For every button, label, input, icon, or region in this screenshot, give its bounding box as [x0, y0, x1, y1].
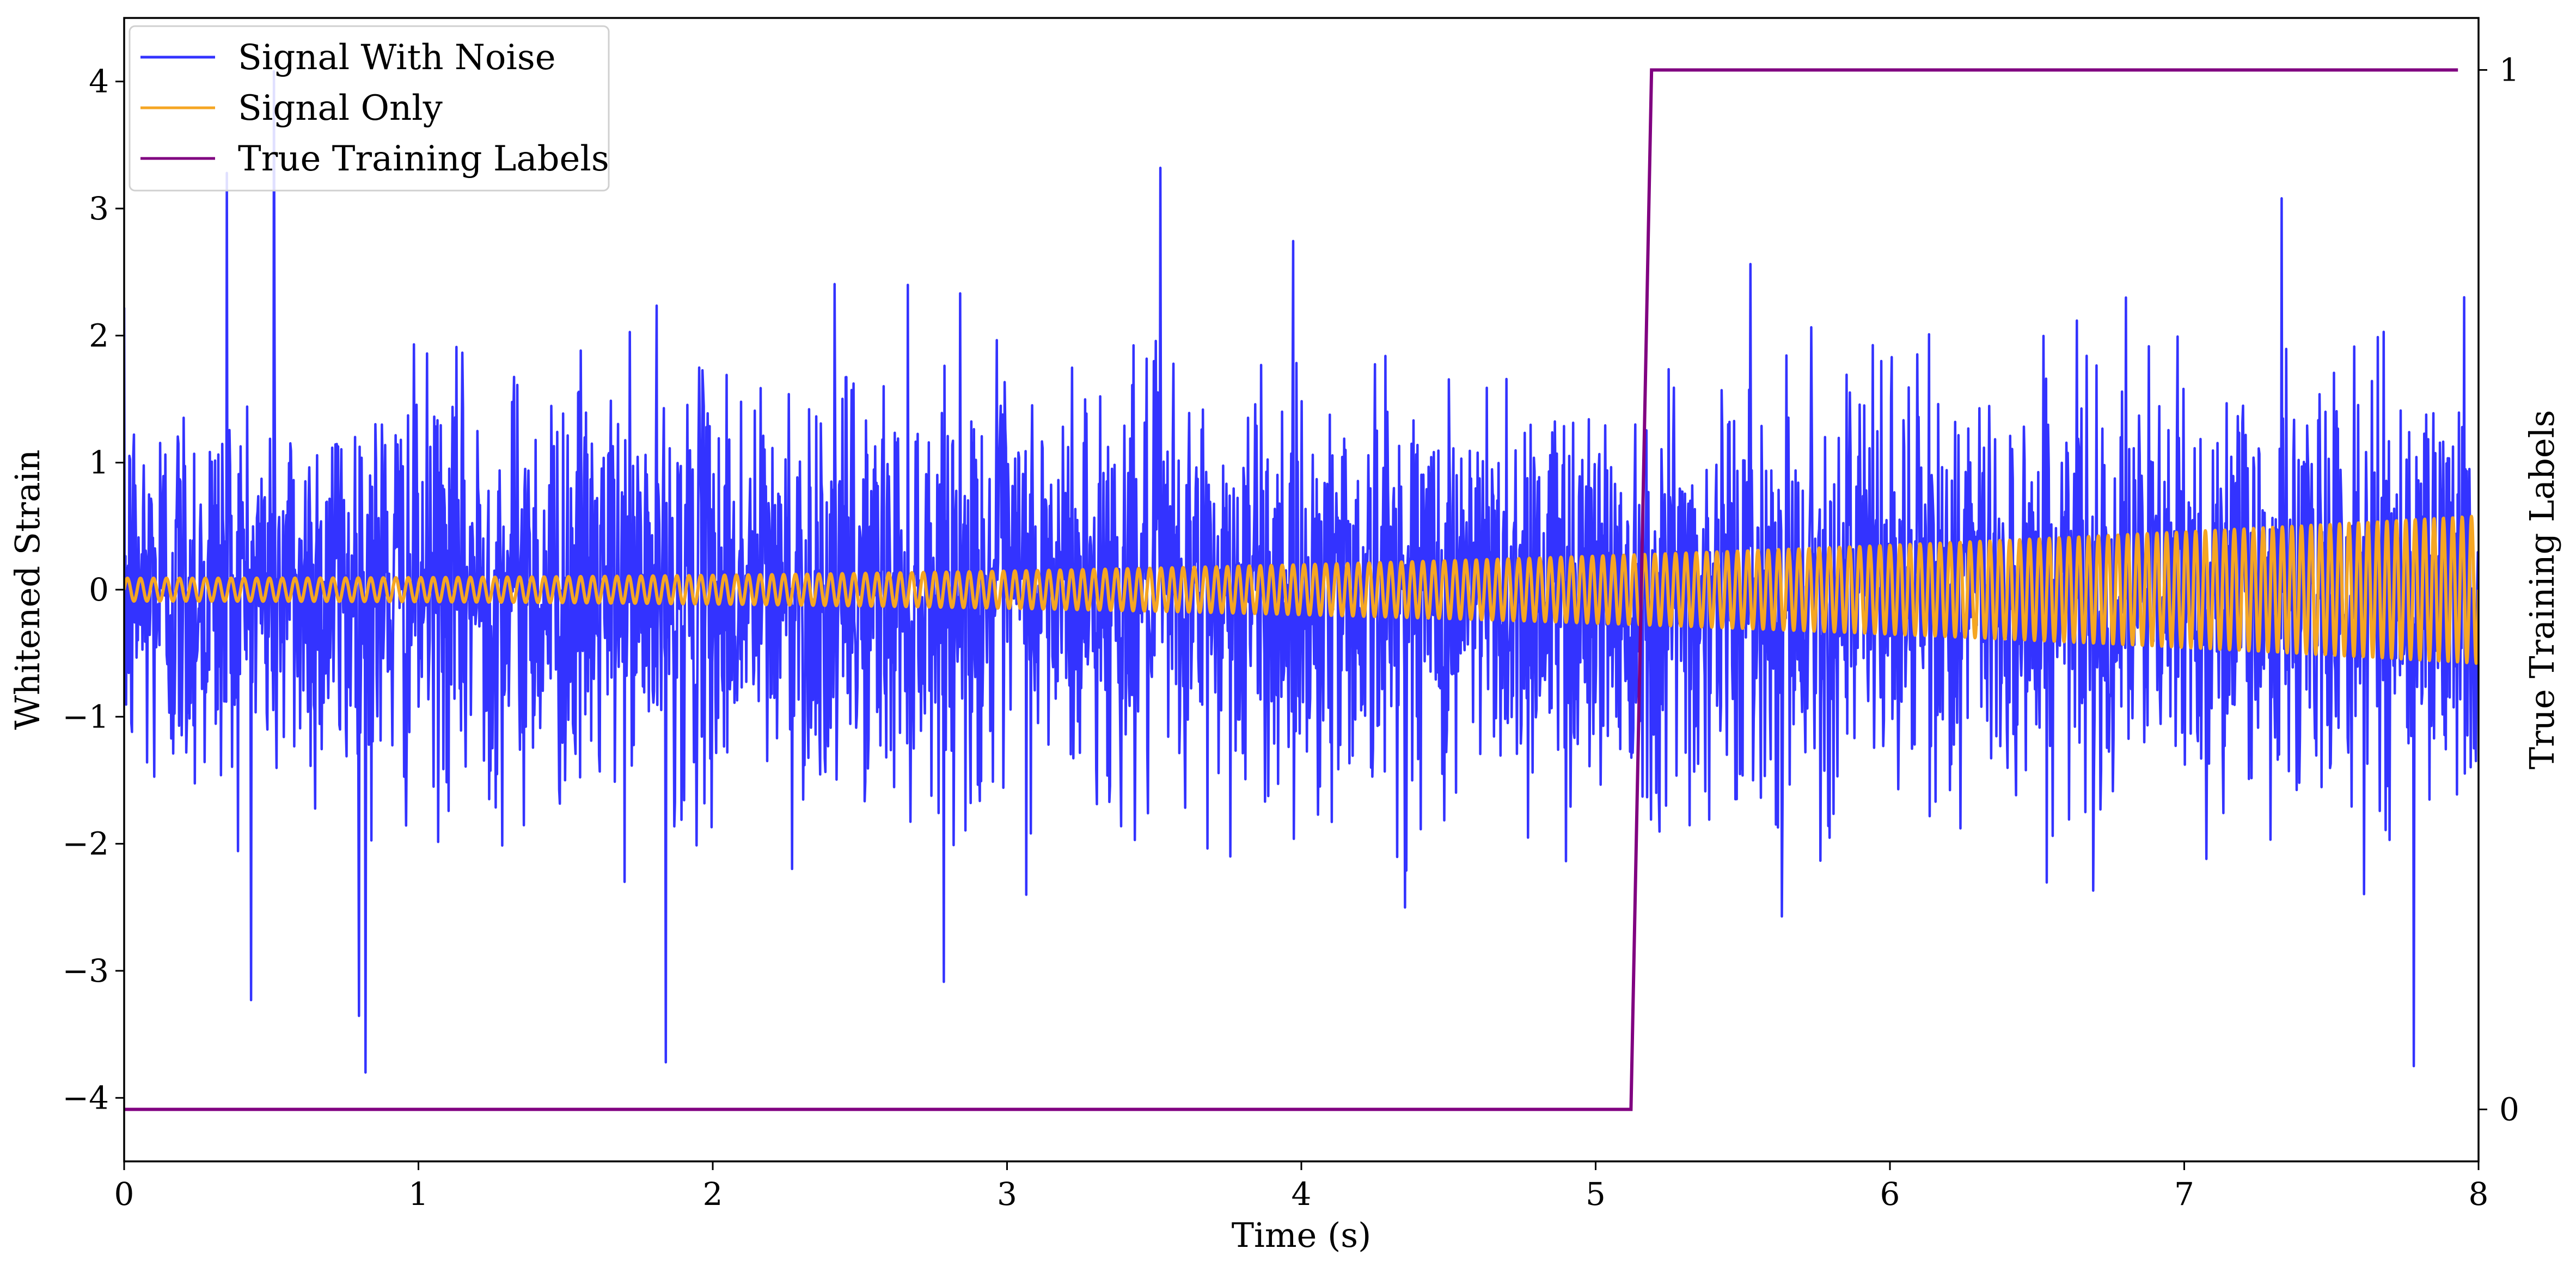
y-tick-label: 1	[89, 444, 109, 481]
legend-label-signal-only: Signal Only	[238, 88, 443, 128]
legend-label-true-training-labels: True Training Labels	[238, 139, 609, 179]
y-right-axis-title: True Training Labels	[2522, 410, 2562, 769]
plot-series-group	[124, 68, 2479, 1111]
y-tick-label: −2	[63, 825, 109, 862]
y-tick-label: 2	[89, 317, 109, 354]
x-tick-label: 1	[408, 1176, 429, 1213]
series-true-training-labels	[124, 68, 2458, 1111]
x-tick-label: 3	[997, 1176, 1017, 1213]
axes-group: 0 1 2 3 4 5 6 7 8 −4 −3 −2 −1 0 1 2 3 4 0 1	[63, 51, 2519, 1213]
y-tick-label: −1	[63, 698, 109, 735]
x-tick-label: 4	[1292, 1176, 1312, 1213]
legend: Signal With Noise Signal Only True Train…	[129, 25, 610, 192]
y-right-tick-label: 0	[2499, 1091, 2519, 1128]
x-axis-title: Time (s)	[1232, 1215, 1372, 1255]
x-tick-label: 0	[114, 1176, 134, 1213]
series-signal-only	[124, 515, 2479, 665]
y-axis-title: Whitened Strain	[8, 450, 47, 730]
y-tick-label: −4	[63, 1079, 109, 1116]
x-tick-label: 2	[703, 1176, 723, 1213]
legend-box	[129, 25, 610, 192]
x-tick-label: 6	[1880, 1176, 1900, 1213]
legend-label-signal-with-noise: Signal With Noise	[238, 38, 556, 78]
y-tick-label: −3	[63, 952, 109, 989]
series-signal-with-noise	[124, 70, 2479, 1074]
y-tick-label: 4	[89, 63, 109, 100]
y-tick-label: 0	[89, 571, 109, 608]
y-tick-label: 3	[89, 190, 109, 227]
x-tick-label: 5	[1586, 1176, 1606, 1213]
y-right-tick-label: 1	[2499, 51, 2519, 88]
x-tick-label: 8	[2469, 1176, 2489, 1213]
x-tick-label: 7	[2174, 1176, 2194, 1213]
